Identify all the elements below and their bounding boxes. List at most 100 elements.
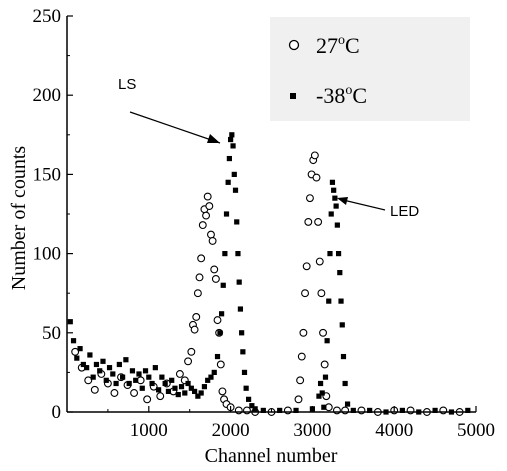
point-27c [314, 217, 323, 226]
point-27c [175, 370, 184, 378]
point-minus38c [123, 357, 129, 363]
x-tick-label: 1000 [130, 420, 168, 441]
point-minus38c [149, 380, 155, 387]
legend-marker-minus38c [290, 93, 296, 99]
point-minus38c [277, 407, 283, 414]
point-27c [406, 406, 415, 415]
point-minus38c [93, 361, 100, 368]
point-27c [301, 289, 309, 298]
legend-label-minus38c: -38oC [316, 83, 367, 108]
point-27c [193, 289, 202, 298]
point-27c [202, 211, 211, 220]
point-27c [296, 376, 305, 385]
point-27c [297, 352, 306, 361]
point-minus38c [236, 279, 242, 285]
point-minus38c [159, 374, 165, 380]
point-minus38c [120, 374, 126, 380]
point-minus38c [240, 349, 246, 355]
annotation-ls: LS [118, 76, 136, 93]
point-minus38c [182, 390, 188, 396]
point-27c [90, 385, 99, 394]
point-minus38c [110, 371, 116, 377]
annotation-ls-arrow [129, 111, 221, 144]
point-minus38c [319, 390, 325, 396]
point-minus38c [100, 358, 106, 364]
point-minus38c [260, 407, 266, 414]
point-minus38c [139, 385, 145, 391]
point-minus38c [195, 393, 201, 399]
point-minus38c [74, 355, 80, 361]
point-minus38c [106, 365, 113, 371]
point-minus38c [293, 407, 299, 414]
point-minus38c [142, 368, 149, 374]
point-minus38c [225, 179, 231, 185]
point-minus38c [235, 251, 241, 257]
legend-label-27c: 27oC [316, 33, 360, 58]
point-minus38c [226, 155, 232, 162]
point-minus38c [220, 282, 226, 288]
point-minus38c [156, 387, 162, 393]
point-27c [317, 289, 326, 298]
point-minus38c [331, 187, 337, 193]
y-tick-label: 50 [42, 323, 61, 344]
point-minus38c [146, 374, 152, 380]
point-27c [207, 230, 215, 239]
point-27c [195, 273, 204, 282]
y-tick-label: 150 [33, 164, 62, 185]
point-minus38c [97, 368, 103, 374]
point-27c [198, 221, 207, 230]
point-minus38c [133, 377, 139, 383]
point-27c [184, 357, 193, 366]
point-minus38c [80, 361, 86, 368]
annotation-led: LED [390, 203, 419, 220]
point-minus38c [338, 298, 344, 304]
point-minus38c [77, 346, 83, 352]
point-27c [310, 151, 319, 160]
y-tick-label: 100 [33, 244, 62, 265]
point-27c [192, 313, 201, 321]
point-minus38c [70, 338, 77, 344]
y-tick-label: 250 [33, 6, 62, 27]
point-minus38c [232, 187, 239, 193]
point-minus38c [175, 391, 181, 398]
point-minus38c [241, 369, 248, 375]
point-minus38c [208, 374, 214, 380]
point-minus38c [237, 306, 244, 312]
point-27c [332, 406, 341, 415]
point-minus38c [162, 380, 168, 387]
point-minus38c [152, 365, 158, 371]
point-27c [71, 347, 80, 356]
point-minus38c [465, 407, 471, 414]
point-27c [156, 392, 165, 401]
point-minus38c [103, 377, 109, 383]
point-27c [205, 202, 214, 211]
point-27c [305, 194, 314, 203]
plot-area [67, 132, 471, 416]
point-minus38c [249, 403, 255, 409]
point-27c [234, 406, 243, 415]
point-27c [312, 173, 321, 182]
y-tick-label: 0 [52, 402, 62, 423]
point-27c [210, 265, 219, 274]
axes: 0 50 100 150 200 250 1000 2000 3000 4000 5000 [33, 6, 496, 441]
point-minus38c [136, 371, 142, 377]
point-minus38c [90, 374, 96, 380]
point-minus38c [252, 406, 258, 412]
series-minus38c [67, 132, 471, 415]
point-minus38c [342, 380, 348, 387]
point-minus38c [317, 380, 324, 387]
point-27c [304, 217, 313, 226]
y-tick-label: 200 [33, 85, 62, 106]
point-minus38c [322, 374, 329, 380]
point-27c [216, 360, 225, 369]
annotation-ls-arrowhead [207, 134, 220, 143]
point-minus38c [228, 136, 234, 143]
point-minus38c [234, 219, 240, 225]
legend-marker-27c [288, 39, 300, 51]
point-minus38c [339, 322, 345, 328]
point-minus38c [337, 270, 343, 276]
point-27c [302, 262, 311, 271]
point-minus38c [198, 390, 204, 396]
point-27c [190, 325, 199, 334]
legend-box [270, 17, 470, 121]
